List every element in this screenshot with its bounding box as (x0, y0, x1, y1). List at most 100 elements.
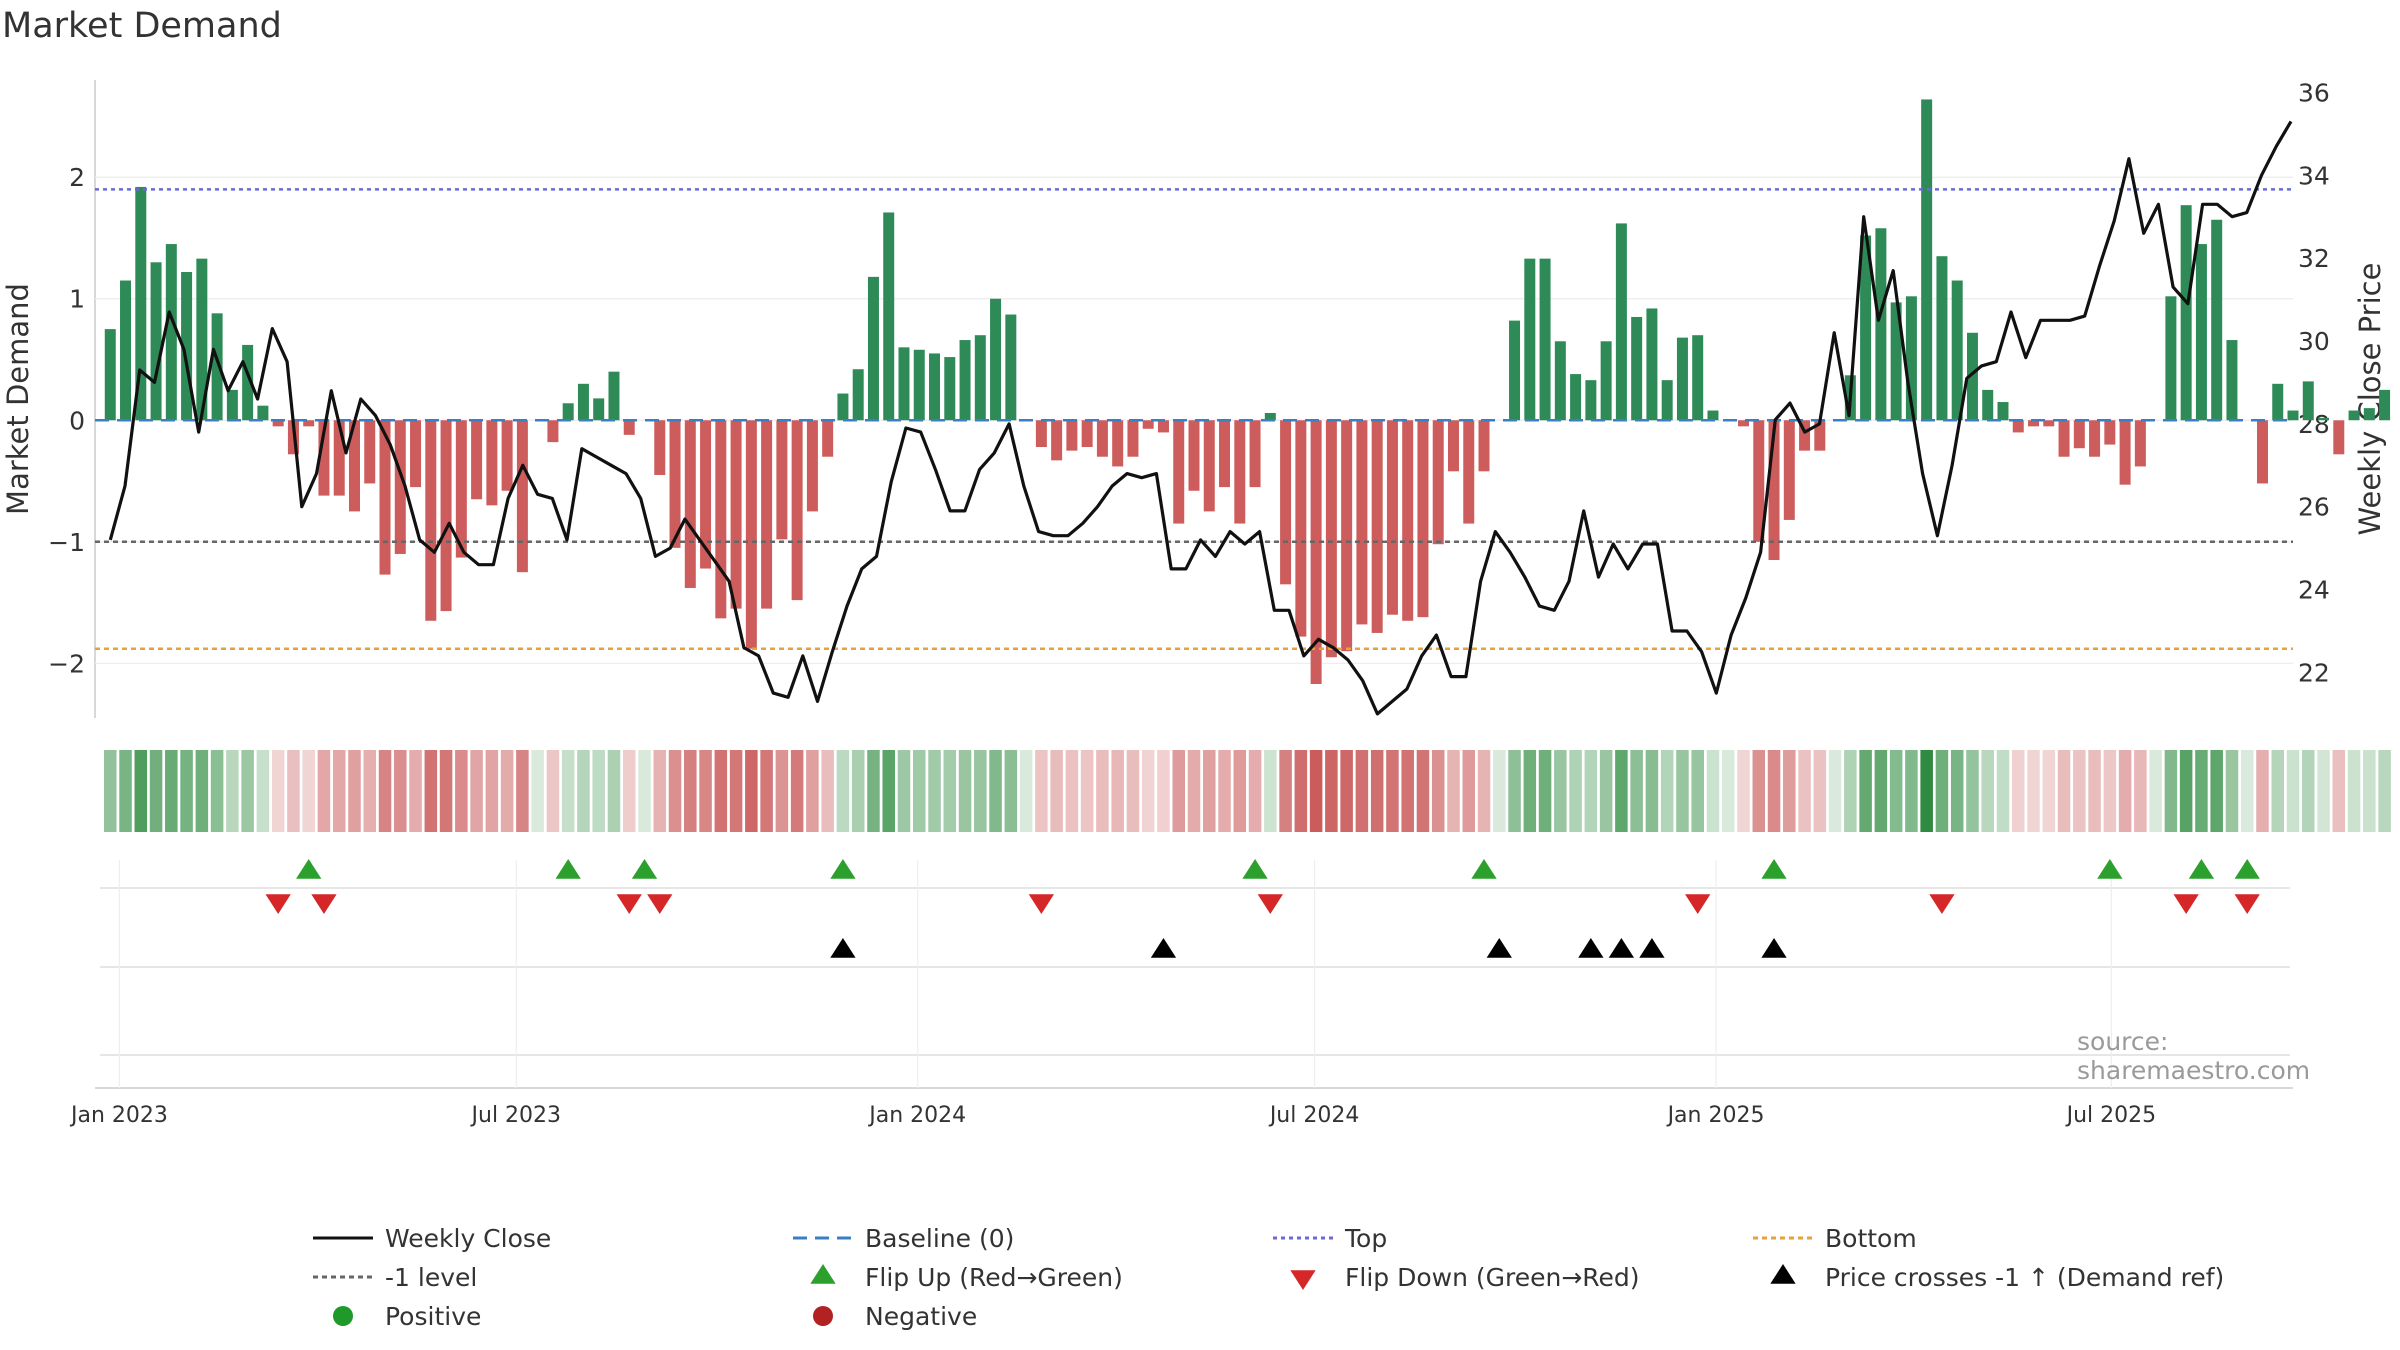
heat-strip-cell (1615, 750, 1628, 832)
negative-demand-bar (2104, 420, 2116, 445)
negative-demand-bar (1341, 420, 1353, 652)
heat-strip-cell (1462, 750, 1476, 832)
heat-strip-cell (2149, 750, 2162, 832)
price-cross-marker (1608, 938, 1635, 958)
legend-bottom-label: Bottom (1825, 1224, 1917, 1253)
heat-strip-cell (2179, 750, 2193, 832)
positive-demand-bar (165, 244, 177, 421)
heat-strip-cell (104, 750, 117, 832)
source-credit: source: sharemaestro.com (2077, 1027, 2311, 1085)
heat-strip-cell (2042, 750, 2056, 832)
heat-strip-cell (729, 750, 743, 832)
heat-strip-cell (897, 750, 911, 832)
heat-strip-cell (546, 750, 560, 832)
negative-demand-bar (1310, 420, 1322, 684)
price-cross-marker (1486, 938, 1512, 958)
x-tick-label: Jul 2025 (2065, 1103, 2157, 1128)
heat-strip-cell (1325, 750, 1338, 832)
negative-demand-bar (1203, 420, 1215, 512)
negative-demand-bar (1066, 420, 1078, 451)
heat-strip-cell (424, 750, 438, 832)
heat-strip-cell (577, 750, 590, 832)
heat-strip-cell (653, 750, 667, 832)
heat-strip-cell (1111, 750, 1124, 832)
negative-demand-bar (791, 420, 803, 601)
heat-strip-cell (1813, 750, 1827, 832)
flip-up-marker (1242, 859, 1268, 879)
positive-demand-bar (196, 258, 208, 421)
positive-demand-bar (913, 349, 925, 421)
flip-up-marker (2234, 859, 2260, 879)
heat-strip-cell (1706, 750, 1720, 832)
heat-strip-cell (851, 750, 865, 832)
heat-strip-cell (1523, 750, 1537, 832)
negative-demand-bar (806, 420, 818, 512)
negative-demand-bar (486, 420, 498, 506)
heat-strip-cell (699, 750, 712, 832)
heat-strip-cell (470, 750, 483, 832)
negative-demand-bar (272, 420, 284, 427)
y-tick-label: 0 (69, 406, 85, 435)
heat-strip-cell (760, 750, 773, 832)
flip-up-marker (2188, 859, 2215, 879)
negative-demand-bar (1356, 420, 1368, 625)
positive-demand-bar (1890, 302, 1902, 421)
heat-strip-cell (775, 750, 789, 832)
negative-demand-bar (1814, 420, 1826, 451)
negative-demand-bar (1219, 420, 1231, 488)
heat-strip-cell (745, 750, 758, 832)
negative-demand-bar (1280, 420, 1292, 585)
negative-demand-bar (2043, 420, 2055, 427)
heat-strip-cell (806, 750, 819, 832)
demand-heat-strip (104, 750, 2391, 832)
flip-up-marker (830, 859, 856, 879)
legend (313, 1236, 1813, 1326)
positive-demand-bar (104, 329, 116, 421)
heat-strip-cell (1966, 750, 1979, 832)
y-axis-title: Market Demand (1, 283, 35, 515)
positive-demand-bar (2226, 340, 2238, 421)
heat-strip-cell (119, 750, 132, 832)
positive-demand-bar (929, 353, 941, 421)
positive-demand-bar (150, 262, 162, 421)
positive-demand-bar (837, 393, 849, 421)
heat-strip-cell (2317, 750, 2330, 832)
positive-demand-bar (1936, 256, 1948, 421)
heat-strip-cell (638, 750, 651, 832)
heat-strip-cell (943, 750, 957, 832)
legend-negative-label: Negative (865, 1302, 977, 1331)
heat-strip-cell (1783, 750, 1796, 832)
heat-strip-cell (958, 750, 972, 832)
negative-demand-bar (455, 420, 467, 558)
heat-strip-cell (1401, 750, 1414, 832)
x-tick-label: Jan 2023 (69, 1103, 168, 1128)
heat-strip-cell (2225, 750, 2239, 832)
legend-flip-up-swatch (810, 1264, 836, 1284)
flip-down-marker (311, 894, 337, 914)
negative-demand-bar (1417, 420, 1429, 618)
heat-strip-cell (409, 750, 422, 832)
heat-strip-cell (2103, 750, 2117, 832)
heat-strip-cell (1996, 750, 2010, 832)
heat-strip-cell (1218, 750, 1231, 832)
negative-demand-bar (1173, 420, 1185, 524)
negative-demand-bar (333, 420, 345, 496)
heat-strip-cell (363, 750, 377, 832)
negative-demand-bar (730, 420, 742, 609)
negative-demand-bar (364, 420, 376, 484)
flip-down-marker (616, 894, 642, 914)
negative-demand-bar (1325, 420, 1337, 658)
heat-strip-cell (180, 750, 193, 832)
y-tick-label: −2 (48, 649, 85, 678)
positive-demand-bar (944, 357, 956, 421)
y2-tick-label: 30 (2298, 327, 2330, 356)
positive-demand-bar (562, 403, 574, 421)
positive-demand-bar (2302, 381, 2314, 421)
negative-demand-bar (303, 420, 315, 427)
heat-strip-cell (134, 750, 148, 832)
legend-positive-label: Positive (385, 1302, 481, 1331)
negative-demand-bar (2028, 420, 2040, 427)
negative-demand-bar (700, 420, 712, 569)
negative-demand-bar (440, 420, 452, 612)
positive-demand-bar (1707, 410, 1719, 421)
